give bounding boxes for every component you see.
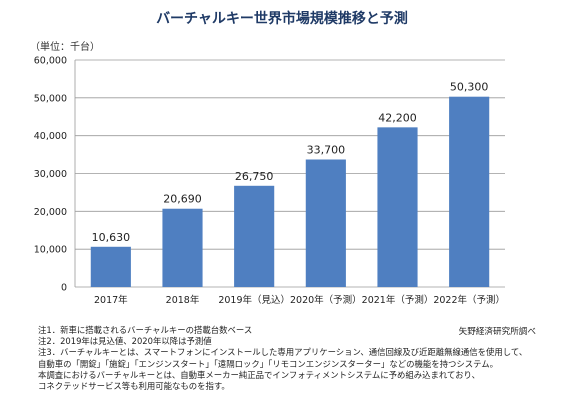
data-label: 10,630 xyxy=(92,231,131,244)
bar xyxy=(162,208,203,287)
note-line: コネクテッドサービス等も利用可能なものを指す。 xyxy=(38,381,230,392)
data-label: 42,200 xyxy=(378,111,417,124)
y-tick-label: 60,000 xyxy=(34,56,67,67)
data-labels: 10,630 20,690 26,750 33,700 42,200 50,300 xyxy=(92,81,489,244)
y-tick-label: 30,000 xyxy=(34,169,67,180)
unit-label: （単位：千台） xyxy=(30,42,100,53)
x-tick-label: 2021年（予測） xyxy=(362,294,434,306)
y-tick-label: 50,000 xyxy=(34,93,67,104)
x-tick-label: 2022年（予測） xyxy=(433,294,505,306)
note-line: 注3．バーチャルキーとは、スマートフォンにインストールした専用アプリケーション、… xyxy=(38,347,528,358)
bar xyxy=(234,185,275,287)
note-line: 注2．2019年は見込値、2020年以降は予測値 xyxy=(38,336,212,347)
bar xyxy=(449,96,490,287)
x-tick-label: 2019年（見込） xyxy=(218,294,290,306)
x-tick-label: 2018年 xyxy=(166,294,200,306)
x-tick-label: 2017年 xyxy=(94,294,128,306)
y-tick-label: 10,000 xyxy=(34,245,67,256)
bar xyxy=(377,127,418,288)
bar-chart: 0 10,000 20,000 30,000 40,000 50,000 60,000 10… xyxy=(34,56,505,307)
y-axis-ticks: 0 10,000 20,000 30,000 40,000 50,000 60,000 xyxy=(34,56,67,294)
data-label: 20,690 xyxy=(163,193,202,206)
note-line: 注1．新車に搭載されるバーチャルキーの搭載台数ベース xyxy=(38,325,253,335)
source-credit: 矢野経済研究所調べ xyxy=(458,327,536,337)
data-label: 33,700 xyxy=(307,144,346,157)
chart-title: バーチャルキー世界市場規模推移と予測 xyxy=(156,11,408,27)
bars xyxy=(90,96,490,288)
x-tick-label: 2020年（予測） xyxy=(290,294,362,306)
bar xyxy=(90,246,131,287)
y-tick-label: 0 xyxy=(61,283,67,294)
data-label: 26,750 xyxy=(235,170,274,183)
data-label: 50,300 xyxy=(450,81,489,94)
notes-block: 注1．新車に搭載されるバーチャルキーの搭載台数ベース 注2．2019年は見込値、… xyxy=(38,325,528,392)
note-line: 自動車の「開錠」「施錠」「エンジンスタート」「遠隔ロック」「リモコンエンジンスタ… xyxy=(38,358,499,369)
gridlines xyxy=(74,59,505,288)
x-axis-ticks: 2017年 2018年 2019年（見込） 2020年（予測） 2021年（予測） 202… xyxy=(94,294,505,306)
bar xyxy=(305,159,346,287)
y-tick-label: 40,000 xyxy=(34,131,67,142)
note-line: 本調査におけるバーチャルキーとは、自動車メーカー純正品でインフォティメントシステ… xyxy=(38,369,480,380)
y-tick-label: 20,000 xyxy=(34,207,67,218)
